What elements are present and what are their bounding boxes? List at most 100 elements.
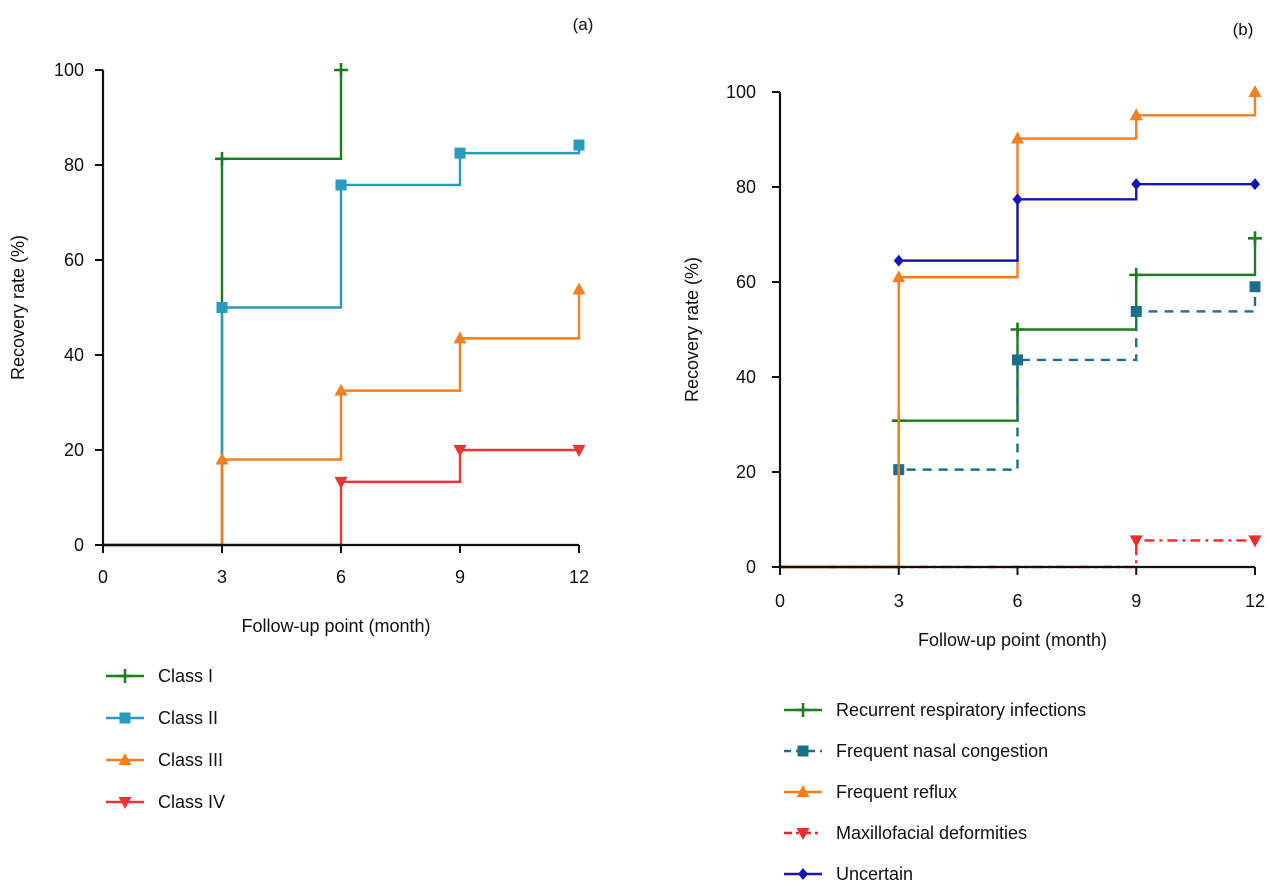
y-tick-label: 0: [74, 535, 84, 555]
legend-marker: [119, 712, 131, 724]
x-axis-title: Follow-up point (month): [241, 616, 430, 636]
legend-marker: [796, 785, 810, 797]
series-line: [103, 139, 585, 547]
legend-marker: [796, 703, 810, 717]
legend-marker: [118, 797, 132, 809]
series-line: [893, 178, 1260, 267]
data-point: [215, 452, 229, 465]
series-line: [103, 282, 586, 547]
legend-item: Class II: [106, 708, 218, 728]
series-path: [898, 182, 1255, 262]
series-path: [780, 539, 1255, 569]
series-line: [780, 281, 1261, 569]
x-tick-label: 3: [217, 567, 227, 587]
x-tick-label: 12: [569, 567, 589, 587]
y-tick-label: 80: [736, 177, 756, 197]
data-point: [334, 63, 348, 77]
legend-label: Class III: [158, 750, 223, 770]
legend-item: Class III: [106, 750, 223, 770]
data-point: [1012, 193, 1023, 206]
data-point: [1248, 231, 1262, 246]
legend-label: Maxillofacial deformities: [836, 823, 1027, 843]
y-tick-label: 40: [64, 345, 84, 365]
data-point: [1129, 108, 1143, 121]
legend-marker: [796, 828, 810, 840]
data-point: [1130, 305, 1142, 317]
legend-label: Recurrent respiratory infections: [836, 700, 1086, 720]
data-point: [893, 254, 904, 267]
y-axis-title: Recovery rate (%): [682, 257, 702, 402]
y-tick-label: 20: [736, 462, 756, 482]
data-point: [453, 445, 467, 457]
legend-marker: [118, 669, 132, 683]
data-point: [892, 270, 906, 283]
data-point: [1010, 322, 1025, 337]
series-line: [780, 535, 1262, 569]
y-tick-label: 40: [736, 367, 756, 387]
x-tick-label: 9: [1131, 591, 1141, 611]
y-tick-label: 0: [746, 557, 756, 577]
x-tick-label: 9: [455, 567, 465, 587]
data-point: [1248, 85, 1262, 97]
data-point: [572, 282, 586, 295]
panel-b: (b) 0 3 6 9 12 0 20 40 60 80 100 Follow-up point (mo…: [682, 20, 1265, 884]
x-tick-label: 3: [894, 591, 904, 611]
data-point: [453, 331, 467, 344]
legend-item: Recurrent respiratory infections: [784, 700, 1086, 720]
legend-item: Uncertain: [784, 864, 913, 884]
data-point: [1248, 535, 1262, 548]
x-axis-title: Follow-up point (month): [918, 630, 1107, 650]
data-point: [1131, 178, 1142, 191]
legend-item: Frequent reflux: [784, 782, 957, 802]
legend-marker: [118, 753, 132, 765]
x-tick-label: 0: [98, 567, 108, 587]
legend-item: Class I: [106, 666, 213, 686]
y-tick-label: 20: [64, 440, 84, 460]
series-path: [103, 448, 579, 547]
data-point: [572, 445, 586, 457]
legend-label: Frequent nasal congestion: [836, 741, 1048, 761]
y-axis-title: Recovery rate (%): [8, 235, 28, 380]
legend-label: Class IV: [158, 792, 225, 812]
legend-label: Class II: [158, 708, 218, 728]
legend-label: Uncertain: [836, 864, 913, 884]
series-line: [780, 231, 1262, 569]
legend: Class I Class II Class III Class IV: [106, 666, 225, 812]
x-tick-label: 6: [336, 567, 346, 587]
legend-label: Class I: [158, 666, 213, 686]
x-tick-label: 0: [775, 591, 785, 611]
legend-marker: [797, 745, 809, 757]
legend: Recurrent respiratory infections Frequent…: [784, 700, 1086, 884]
data-point: [573, 139, 585, 151]
data-point: [454, 147, 466, 159]
y-tick-label: 60: [736, 272, 756, 292]
panel-a: (a) 0 3 6 9 12 0 20 40 60 80 100 Follow-up point (mo…: [8, 15, 593, 812]
y-tick-label: 80: [64, 155, 84, 175]
panel-label: (b): [1233, 20, 1254, 39]
data-point: [335, 179, 347, 191]
y-tick-label: 100: [54, 60, 84, 80]
legend-item: Maxillofacial deformities: [784, 823, 1027, 843]
legend-item: Class IV: [106, 792, 225, 812]
data-point: [216, 302, 228, 313]
y-tick-label: 60: [64, 250, 84, 270]
data-point: [1129, 535, 1143, 548]
x-tick-label: 12: [1245, 591, 1265, 611]
data-point: [1011, 131, 1024, 144]
legend-item: Frequent nasal congestion: [784, 741, 1048, 761]
y-tick-label: 100: [726, 82, 756, 102]
data-point: [334, 383, 348, 396]
panel-label: (a): [573, 15, 594, 34]
data-point: [1012, 354, 1023, 366]
data-point: [1129, 267, 1144, 282]
data-point: [215, 151, 229, 166]
data-point: [1249, 281, 1261, 293]
x-tick-label: 6: [1012, 591, 1022, 611]
legend-label: Frequent reflux: [836, 782, 957, 802]
series-line: [780, 85, 1262, 569]
data-point: [334, 476, 348, 489]
data-point: [1250, 178, 1260, 191]
legend-marker: [798, 868, 808, 880]
series-line: [103, 445, 586, 547]
